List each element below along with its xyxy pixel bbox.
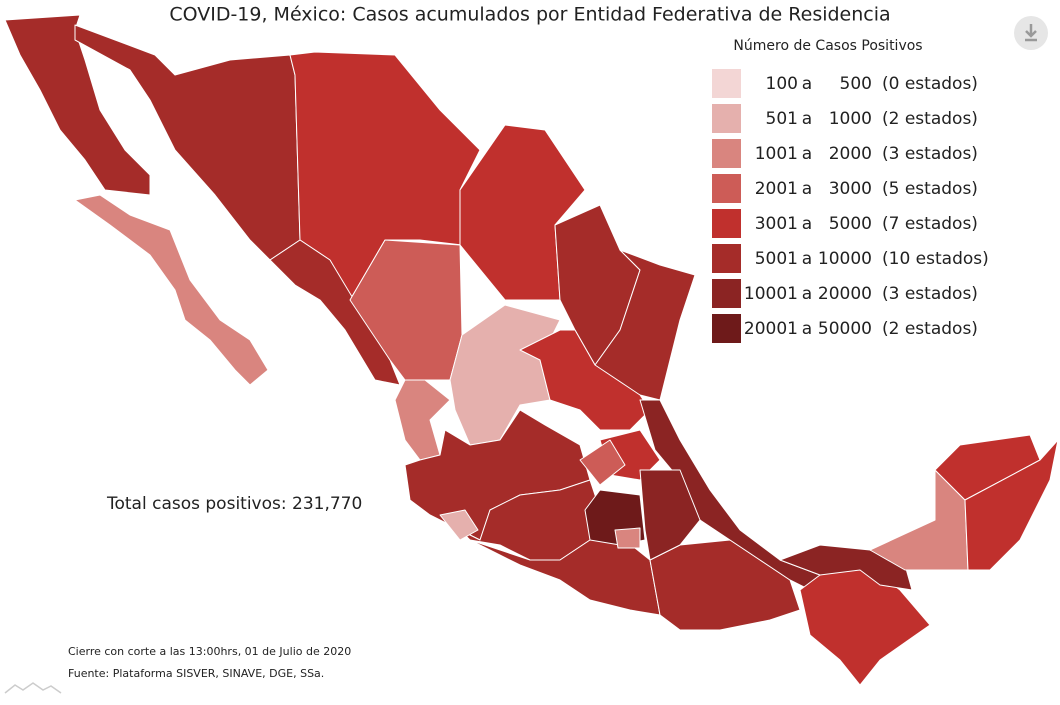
- legend-swatch: [712, 139, 741, 168]
- legend-from: 1001: [755, 144, 798, 164]
- download-button[interactable]: [1014, 16, 1048, 50]
- legend-connector: a: [802, 74, 812, 94]
- legend-count: (2 estados): [882, 109, 978, 129]
- legend-to: 3000: [829, 179, 872, 199]
- legend: 100 a 500 (0 estados)501 a 1000 (2 estados)100…: [712, 69, 989, 343]
- legend-count: (7 estados): [882, 214, 978, 234]
- legend-connector: a: [802, 284, 812, 304]
- footer-line: Cierre con corte a las 13:00hrs, 01 de J…: [68, 645, 351, 658]
- legend-from: 2001: [755, 179, 798, 199]
- states: [4, 14, 1059, 686]
- legend-swatch: [712, 244, 741, 273]
- legend-from: 501: [766, 109, 798, 129]
- legend-from: 5001: [755, 249, 798, 269]
- legend-title: Número de Casos Positivos: [733, 38, 922, 54]
- total-cases: Total casos positivos: 231,770: [106, 494, 362, 514]
- legend-count: (3 estados): [882, 144, 978, 164]
- legend-swatch: [712, 209, 741, 238]
- map-title: COVID-19, México: Casos acumulados por E…: [169, 4, 890, 26]
- legend-count: (3 estados): [882, 284, 978, 304]
- logo: [4, 682, 62, 694]
- legend-swatch: [712, 174, 741, 203]
- legend-connector: a: [802, 319, 812, 339]
- legend-to: 50000: [818, 319, 872, 339]
- legend-connector: a: [802, 109, 812, 129]
- legend-from: 20001: [744, 319, 798, 339]
- legend-swatch: [712, 104, 741, 133]
- footer-line: Fuente: Plataforma SISVER, SINAVE, DGE, …: [68, 667, 324, 680]
- legend-connector: a: [802, 179, 812, 199]
- legend-swatch: [712, 279, 741, 308]
- legend-to: 1000: [829, 109, 872, 129]
- legend-to: 10000: [818, 249, 872, 269]
- legend-connector: a: [802, 144, 812, 164]
- legend-from: 3001: [755, 214, 798, 234]
- legend-swatch: [712, 69, 741, 98]
- legend-to: 500: [840, 74, 872, 94]
- legend-to: 20000: [818, 284, 872, 304]
- legend-swatch: [712, 314, 741, 343]
- legend-to: 2000: [829, 144, 872, 164]
- legend-from: 100: [766, 74, 798, 94]
- legend-to: 5000: [829, 214, 872, 234]
- legend-count: (10 estados): [882, 249, 989, 269]
- legend-from: 10001: [744, 284, 798, 304]
- legend-count: (5 estados): [882, 179, 978, 199]
- legend-connector: a: [802, 249, 812, 269]
- legend-count: (2 estados): [882, 319, 978, 339]
- legend-connector: a: [802, 214, 812, 234]
- legend-count: (0 estados): [882, 74, 978, 94]
